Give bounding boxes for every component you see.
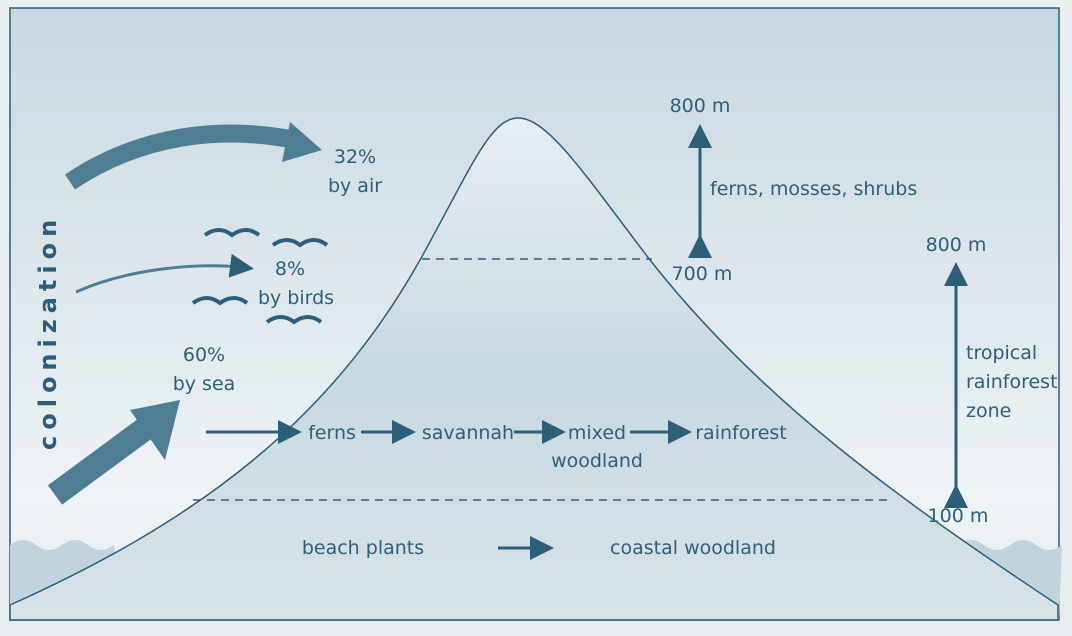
altitude: 800 m <box>670 95 731 117</box>
route-percent: 32% <box>334 146 376 168</box>
sea-arrow-head <box>130 400 180 460</box>
altitude: 100 m <box>928 505 989 527</box>
air-arrow <box>64 124 297 190</box>
zone-label: rainforest <box>966 371 1058 393</box>
succession-arrows <box>206 420 692 560</box>
stage: savannah <box>422 422 514 444</box>
zone-label: ferns, mosses, shrubs <box>710 178 917 200</box>
sea-arrow <box>47 415 158 505</box>
side-label: colonization <box>34 214 62 450</box>
altitude: 800 m <box>926 234 987 256</box>
air-arrow-head <box>282 122 322 162</box>
zone-label: zone <box>966 400 1011 422</box>
route-percent: 8% <box>275 258 305 280</box>
route-label: by sea <box>173 373 236 395</box>
stage: mixed <box>568 422 626 444</box>
birds <box>191 228 329 325</box>
route-label: by birds <box>258 287 334 309</box>
birds-arrow <box>75 253 254 294</box>
coastal-stage: coastal woodland <box>610 537 776 559</box>
altitude: 700 m <box>672 263 733 285</box>
stage: rainforest <box>695 422 787 444</box>
route-percent: 60% <box>183 344 225 366</box>
coastal-stage: beach plants <box>302 537 424 559</box>
route-label: by air <box>328 175 382 197</box>
stage: woodland <box>551 450 643 472</box>
stage: ferns <box>308 422 356 444</box>
zone-label: tropical <box>966 342 1037 364</box>
